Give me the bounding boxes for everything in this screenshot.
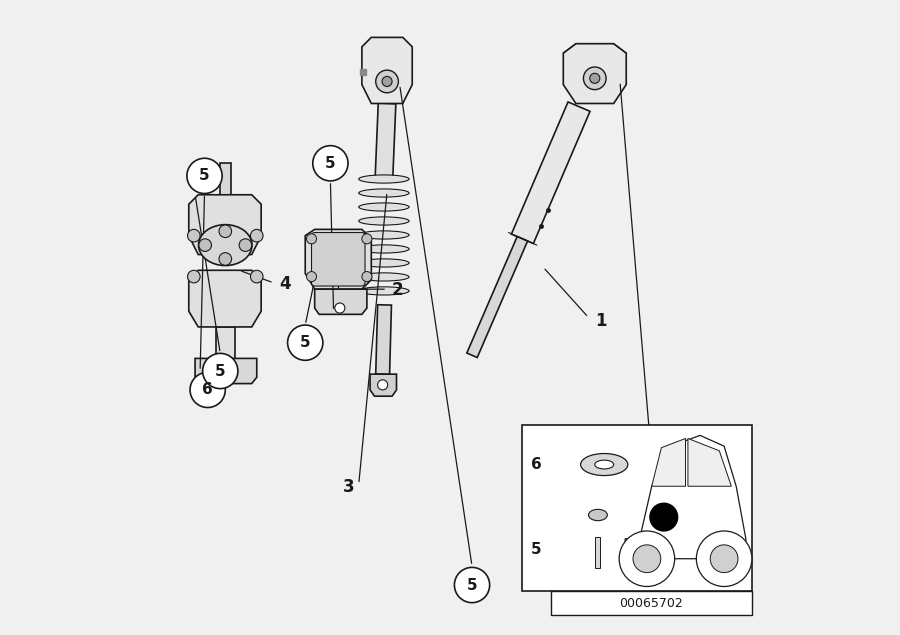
Circle shape	[199, 239, 212, 251]
Bar	[551, 591, 752, 615]
Text: 5: 5	[467, 577, 477, 592]
Text: 5: 5	[199, 168, 210, 184]
Ellipse shape	[359, 245, 410, 253]
Circle shape	[710, 545, 738, 573]
Circle shape	[202, 354, 238, 389]
Circle shape	[313, 145, 348, 181]
Circle shape	[382, 76, 392, 86]
Polygon shape	[688, 438, 732, 486]
Circle shape	[219, 253, 231, 265]
Polygon shape	[195, 358, 256, 384]
Circle shape	[335, 303, 345, 313]
Polygon shape	[563, 44, 626, 104]
Ellipse shape	[359, 259, 410, 267]
Ellipse shape	[359, 203, 410, 211]
Text: 5: 5	[325, 156, 336, 171]
Text: 1: 1	[595, 312, 607, 330]
Ellipse shape	[359, 175, 410, 183]
Circle shape	[644, 570, 679, 606]
Circle shape	[239, 239, 252, 251]
Polygon shape	[375, 305, 392, 375]
Circle shape	[190, 372, 225, 408]
Ellipse shape	[199, 225, 252, 265]
Circle shape	[454, 568, 490, 603]
Circle shape	[362, 234, 372, 244]
Ellipse shape	[359, 189, 410, 197]
Circle shape	[288, 325, 323, 360]
Ellipse shape	[580, 453, 628, 476]
Circle shape	[583, 67, 606, 90]
Text: 00065702: 00065702	[619, 597, 683, 610]
Circle shape	[307, 234, 317, 244]
Polygon shape	[305, 229, 372, 289]
Ellipse shape	[359, 231, 410, 239]
Ellipse shape	[359, 217, 410, 225]
Ellipse shape	[359, 287, 410, 295]
Text: 6: 6	[202, 382, 213, 398]
Circle shape	[219, 225, 231, 237]
Polygon shape	[362, 37, 412, 104]
Polygon shape	[216, 327, 235, 361]
Polygon shape	[189, 271, 261, 327]
Polygon shape	[652, 438, 686, 486]
Text: 4: 4	[279, 275, 291, 293]
Circle shape	[307, 272, 317, 281]
Polygon shape	[375, 103, 396, 180]
Polygon shape	[596, 537, 600, 568]
Circle shape	[697, 531, 752, 587]
Circle shape	[187, 229, 200, 242]
Polygon shape	[467, 237, 527, 358]
Circle shape	[362, 272, 372, 281]
Ellipse shape	[589, 509, 608, 521]
Polygon shape	[315, 289, 367, 314]
Circle shape	[619, 531, 675, 587]
Circle shape	[650, 504, 678, 531]
Text: 5: 5	[215, 363, 226, 378]
Polygon shape	[189, 195, 261, 255]
Ellipse shape	[359, 273, 410, 281]
Text: 5: 5	[531, 542, 542, 557]
Polygon shape	[370, 374, 397, 396]
Circle shape	[378, 380, 388, 390]
Circle shape	[250, 271, 263, 283]
Text: 5: 5	[655, 580, 666, 596]
Circle shape	[187, 271, 200, 283]
Polygon shape	[220, 163, 231, 195]
Ellipse shape	[595, 460, 614, 469]
FancyBboxPatch shape	[311, 232, 365, 286]
Circle shape	[187, 158, 222, 194]
Polygon shape	[626, 436, 746, 559]
Circle shape	[375, 70, 399, 93]
Text: 5: 5	[300, 335, 310, 350]
Circle shape	[633, 545, 661, 573]
Circle shape	[590, 73, 599, 83]
Text: 3: 3	[343, 478, 355, 497]
Text: 6: 6	[531, 457, 542, 472]
Bar	[522, 425, 752, 591]
Text: 2: 2	[392, 281, 404, 300]
Polygon shape	[511, 102, 590, 244]
Circle shape	[250, 229, 263, 242]
